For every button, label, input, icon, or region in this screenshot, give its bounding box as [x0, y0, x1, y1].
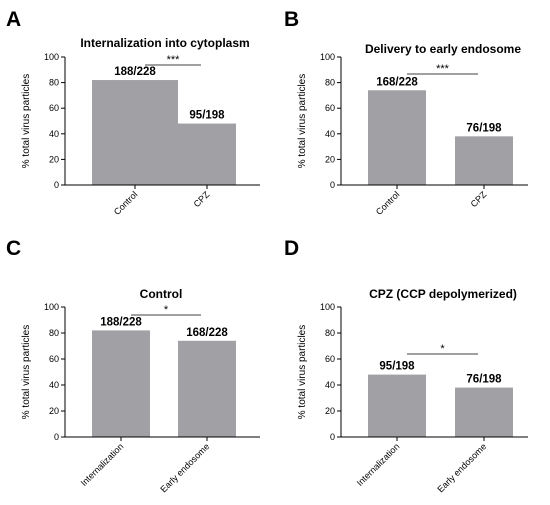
x-tick-label: Early endosome	[435, 441, 488, 494]
y-tick-label: 60	[49, 103, 59, 113]
panel-a: A Internalization into cytoplasm % total v…	[6, 8, 260, 217]
y-tick-label: 40	[49, 129, 59, 139]
x-tick-label: Internalization	[355, 441, 402, 488]
bar-early-endosome	[455, 387, 513, 437]
panel-c: C Control % total virus particles 188/228 16…	[6, 237, 260, 494]
y-tick-label: 60	[325, 354, 335, 364]
y-tick-label: 60	[325, 103, 335, 113]
bar-internalization	[368, 374, 426, 437]
data-label: 188/228	[100, 316, 142, 328]
significance-marker: *	[164, 304, 169, 316]
bar-internalization	[92, 330, 150, 437]
bar-cpz	[178, 123, 236, 185]
panel-letter: A	[6, 8, 21, 31]
y-tick-label: 40	[325, 129, 335, 139]
x-tick-label: Control	[374, 189, 402, 217]
y-tick-label: 20	[325, 406, 335, 416]
y-tick-label: 20	[49, 406, 59, 416]
panel-letter: D	[284, 237, 299, 260]
y-tick-label: 100	[44, 52, 59, 62]
data-label: 76/198	[466, 374, 502, 386]
y-tick-label: 60	[49, 354, 59, 364]
y-tick-label: 0	[330, 180, 335, 190]
x-tick-label: CPZ	[192, 189, 212, 209]
y-tick-label: 0	[54, 432, 59, 442]
y-axis-label: % total virus particles	[21, 325, 32, 419]
y-axis-label: % total virus particles	[297, 74, 308, 168]
y-tick-label: 0	[330, 432, 335, 442]
y-tick-label: 20	[49, 154, 59, 164]
y-tick-label: 80	[325, 78, 335, 88]
y-tick-label: 80	[49, 78, 59, 88]
panel-b: B Delivery to early endosome % total virus…	[284, 8, 528, 217]
x-tick-label: CPZ	[469, 189, 489, 209]
y-tick-label: 0	[54, 180, 59, 190]
x-tick-label: Early endosome	[158, 441, 211, 494]
bar-control	[92, 80, 178, 185]
y-tick-label: 80	[49, 328, 59, 338]
data-label: 95/198	[379, 361, 415, 373]
bar-cpz	[455, 136, 513, 185]
y-axis-label: % total virus particles	[297, 325, 308, 419]
y-tick-label: 20	[325, 154, 335, 164]
significance-marker: *	[440, 343, 445, 355]
panel-letter: B	[284, 8, 299, 31]
data-label: 168/228	[376, 76, 418, 88]
bar-control	[368, 90, 426, 185]
y-tick-label: 100	[320, 302, 335, 312]
y-tick-label: 100	[320, 52, 335, 62]
data-label: 95/198	[189, 110, 225, 122]
y-tick-label: 80	[325, 328, 335, 338]
y-axis-label: % total virus particles	[21, 74, 32, 168]
y-tick-label: 100	[44, 302, 59, 312]
significance-marker: ***	[167, 54, 181, 66]
y-tick-label: 40	[49, 380, 59, 390]
chart-title: Internalization into cytoplasm	[80, 36, 249, 50]
chart-title: Delivery to early endosome	[365, 42, 521, 56]
data-label: 168/228	[186, 327, 228, 339]
x-tick-label: Control	[112, 189, 140, 217]
data-label: 76/198	[466, 122, 502, 134]
significance-marker: ***	[436, 63, 450, 75]
panel-letter: C	[6, 237, 21, 260]
bar-early-endosome	[178, 340, 236, 437]
data-label: 188/228	[114, 66, 156, 78]
chart-title: Control	[140, 287, 183, 301]
y-tick-label: 40	[325, 380, 335, 390]
x-tick-label: Internalization	[79, 441, 126, 488]
chart-title: CPZ (CCP depolymerized)	[369, 287, 517, 301]
panel-d: D CPZ (CCP depolymerized) % total virus pa…	[284, 237, 528, 494]
